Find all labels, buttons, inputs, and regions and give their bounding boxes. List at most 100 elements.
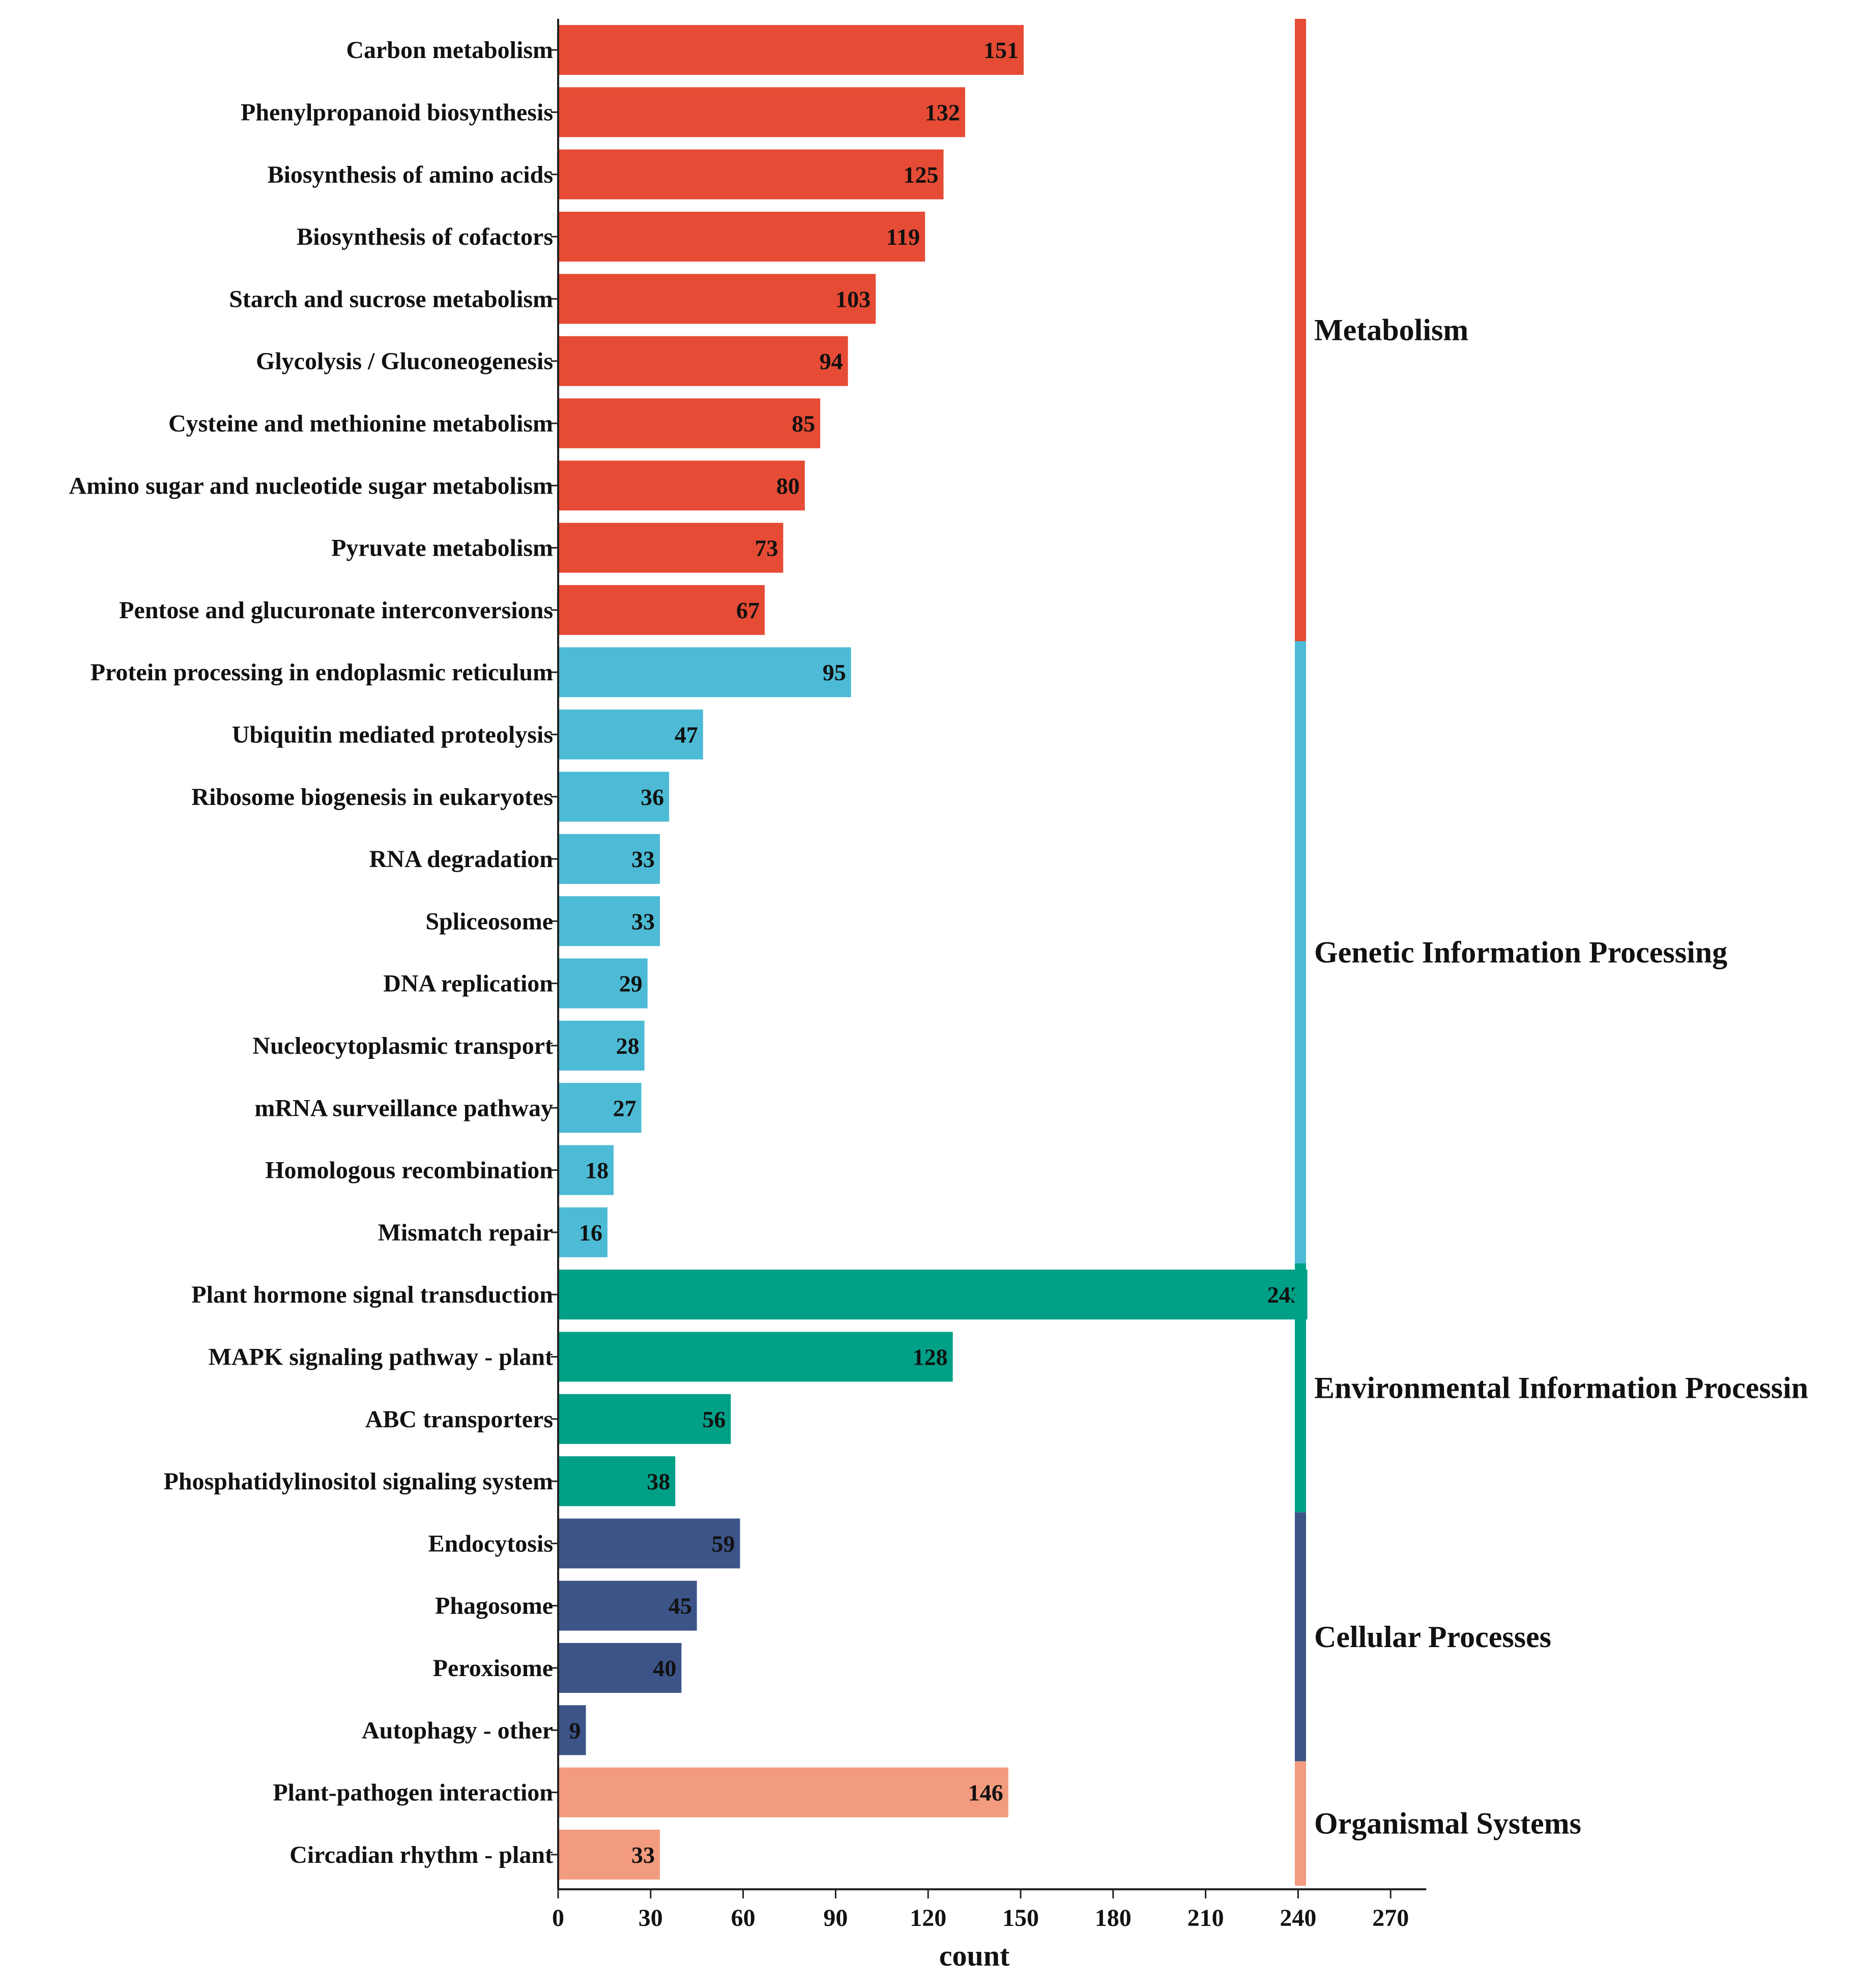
bar (558, 1083, 642, 1133)
bar (558, 771, 670, 822)
x-tick-label: 270 (1372, 1905, 1409, 1932)
category-label: Amino sugar and nucleotide sugar metabol… (69, 472, 553, 499)
bar-value-label: 29 (619, 971, 643, 997)
bar-value-label: 132 (925, 99, 960, 125)
category-label: Pyruvate metabolism (331, 535, 553, 562)
category-label: Peroxisome (433, 1655, 553, 1682)
axes-layer (551, 19, 1427, 1890)
bar (558, 1270, 1308, 1320)
category-label: Pentose and glucuronate interconversions (119, 597, 553, 624)
bar (558, 274, 876, 324)
bar-value-label: 18 (585, 1158, 609, 1184)
group-strip-segment (1295, 641, 1306, 1263)
category-label: Biosynthesis of amino acids (268, 161, 553, 188)
bar-value-label: 33 (631, 1842, 655, 1868)
category-label: Endocytosis (428, 1530, 553, 1557)
category-label: Ubiquitin mediated proteolysis (232, 721, 553, 748)
category-label: Nucleocytoplasmic transport (252, 1032, 553, 1059)
x-tick-label: 120 (910, 1905, 946, 1932)
bar-value-label: 85 (792, 411, 815, 437)
bar (558, 585, 765, 635)
x-axis-title: count (939, 1939, 1010, 1972)
bar (558, 1580, 697, 1631)
group-strip-layer: Metabolism Genetic Information Processing… (1295, 19, 1808, 1886)
bars-layer (558, 25, 1308, 1880)
bar (558, 1829, 660, 1880)
bar (558, 1456, 676, 1507)
group-label: Environmental Information Processin (1314, 1371, 1808, 1405)
bar (558, 1332, 953, 1382)
bar-value-label: 36 (641, 784, 664, 810)
bar (558, 834, 660, 884)
bar (558, 958, 648, 1009)
category-label: Phenylpropanoid biosynthesis (241, 99, 553, 126)
bar (558, 1643, 682, 1693)
category-label: Homologous recombination (265, 1157, 553, 1184)
category-label: Autophagy - other (362, 1717, 553, 1744)
x-tick-label: 30 (639, 1905, 663, 1932)
bar-value-label: 146 (968, 1780, 1003, 1806)
category-label: RNA degradation (369, 846, 553, 873)
bar (558, 1518, 740, 1569)
bar-value-label: 80 (776, 473, 800, 499)
bar-value-label: 28 (616, 1033, 640, 1059)
bar (558, 212, 925, 262)
group-strip-segment (1295, 1263, 1306, 1513)
x-tick-label: 210 (1187, 1905, 1224, 1932)
bar (558, 523, 784, 573)
bar (558, 647, 851, 698)
bar (558, 896, 660, 946)
bar (558, 460, 805, 511)
category-label: Ribosome biogenesis in eukaryotes (191, 784, 553, 811)
category-label: Circadian rhythm - plant (289, 1841, 553, 1868)
group-label: Genetic Information Processing (1314, 936, 1727, 969)
category-label: Protein processing in endoplasmic reticu… (91, 659, 553, 686)
bar (558, 1020, 645, 1071)
category-label: Phagosome (435, 1593, 553, 1620)
group-strip-segment (1295, 19, 1306, 641)
bar-value-label: 16 (579, 1220, 602, 1246)
category-label: Plant-pathogen interaction (273, 1779, 553, 1806)
bar-value-label: 119 (886, 224, 920, 250)
group-label: Cellular Processes (1314, 1620, 1551, 1654)
category-label: ABC transporters (365, 1406, 553, 1433)
bar-value-label: 27 (613, 1095, 636, 1121)
bar-value-label: 40 (653, 1655, 676, 1681)
bar (558, 1145, 614, 1195)
category-label: Cysteine and methionine metabolism (168, 410, 553, 437)
bar (558, 1705, 586, 1755)
x-tick-label: 0 (552, 1905, 564, 1932)
x-tick-label: 240 (1280, 1905, 1316, 1932)
value-labels-layer: 151 132 125 119 103 94 85 80 73 67 95 47 36 33 33 29 28 2… (569, 37, 1302, 1868)
x-tick-label: 180 (1095, 1905, 1132, 1932)
bar-value-label: 151 (983, 37, 1019, 63)
category-label: DNA replication (383, 970, 553, 997)
bar-value-label: 125 (904, 162, 939, 188)
bar (558, 1207, 607, 1257)
bar-value-label: 73 (755, 535, 778, 561)
bar-value-label: 95 (823, 659, 846, 685)
bar (558, 149, 944, 199)
bar-value-label: 45 (669, 1593, 692, 1619)
x-ticks-layer: 0 30 60 90 120 150 180 210 240 270 (552, 1889, 1409, 1932)
category-label: Phosphatidylinositol signaling system (163, 1468, 553, 1495)
x-tick-label: 90 (823, 1905, 848, 1932)
bar (558, 398, 821, 448)
bar (558, 87, 965, 137)
bar-value-label: 38 (647, 1468, 670, 1494)
bar-value-label: 56 (702, 1406, 726, 1432)
x-tick-label: 150 (1002, 1905, 1039, 1932)
category-label: Biosynthesis of cofactors (297, 223, 553, 250)
category-label: Carbon metabolism (346, 37, 553, 64)
bar (558, 709, 703, 760)
category-label: Spliceosome (425, 908, 553, 935)
group-strip-segment (1295, 1761, 1306, 1886)
group-strip-segment (1295, 1512, 1306, 1762)
category-label: Starch and sucrose metabolism (229, 285, 553, 312)
bar (558, 1394, 731, 1444)
group-label: Organismal Systems (1314, 1807, 1581, 1840)
bar-value-label: 47 (675, 722, 698, 747)
bar-value-label: 33 (631, 846, 655, 872)
category-label: MAPK signaling pathway - plant (209, 1343, 553, 1370)
